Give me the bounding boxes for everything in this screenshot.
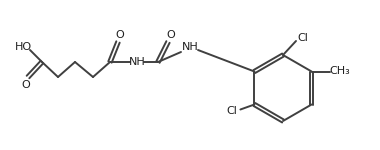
Text: O: O: [116, 30, 124, 40]
Text: O: O: [166, 30, 176, 40]
Text: NH: NH: [182, 42, 198, 52]
Text: HO: HO: [14, 42, 32, 52]
Text: NH: NH: [128, 57, 146, 67]
Text: CH₃: CH₃: [329, 66, 350, 76]
Text: Cl: Cl: [226, 106, 237, 117]
Text: O: O: [22, 80, 30, 90]
Text: Cl: Cl: [298, 33, 309, 43]
